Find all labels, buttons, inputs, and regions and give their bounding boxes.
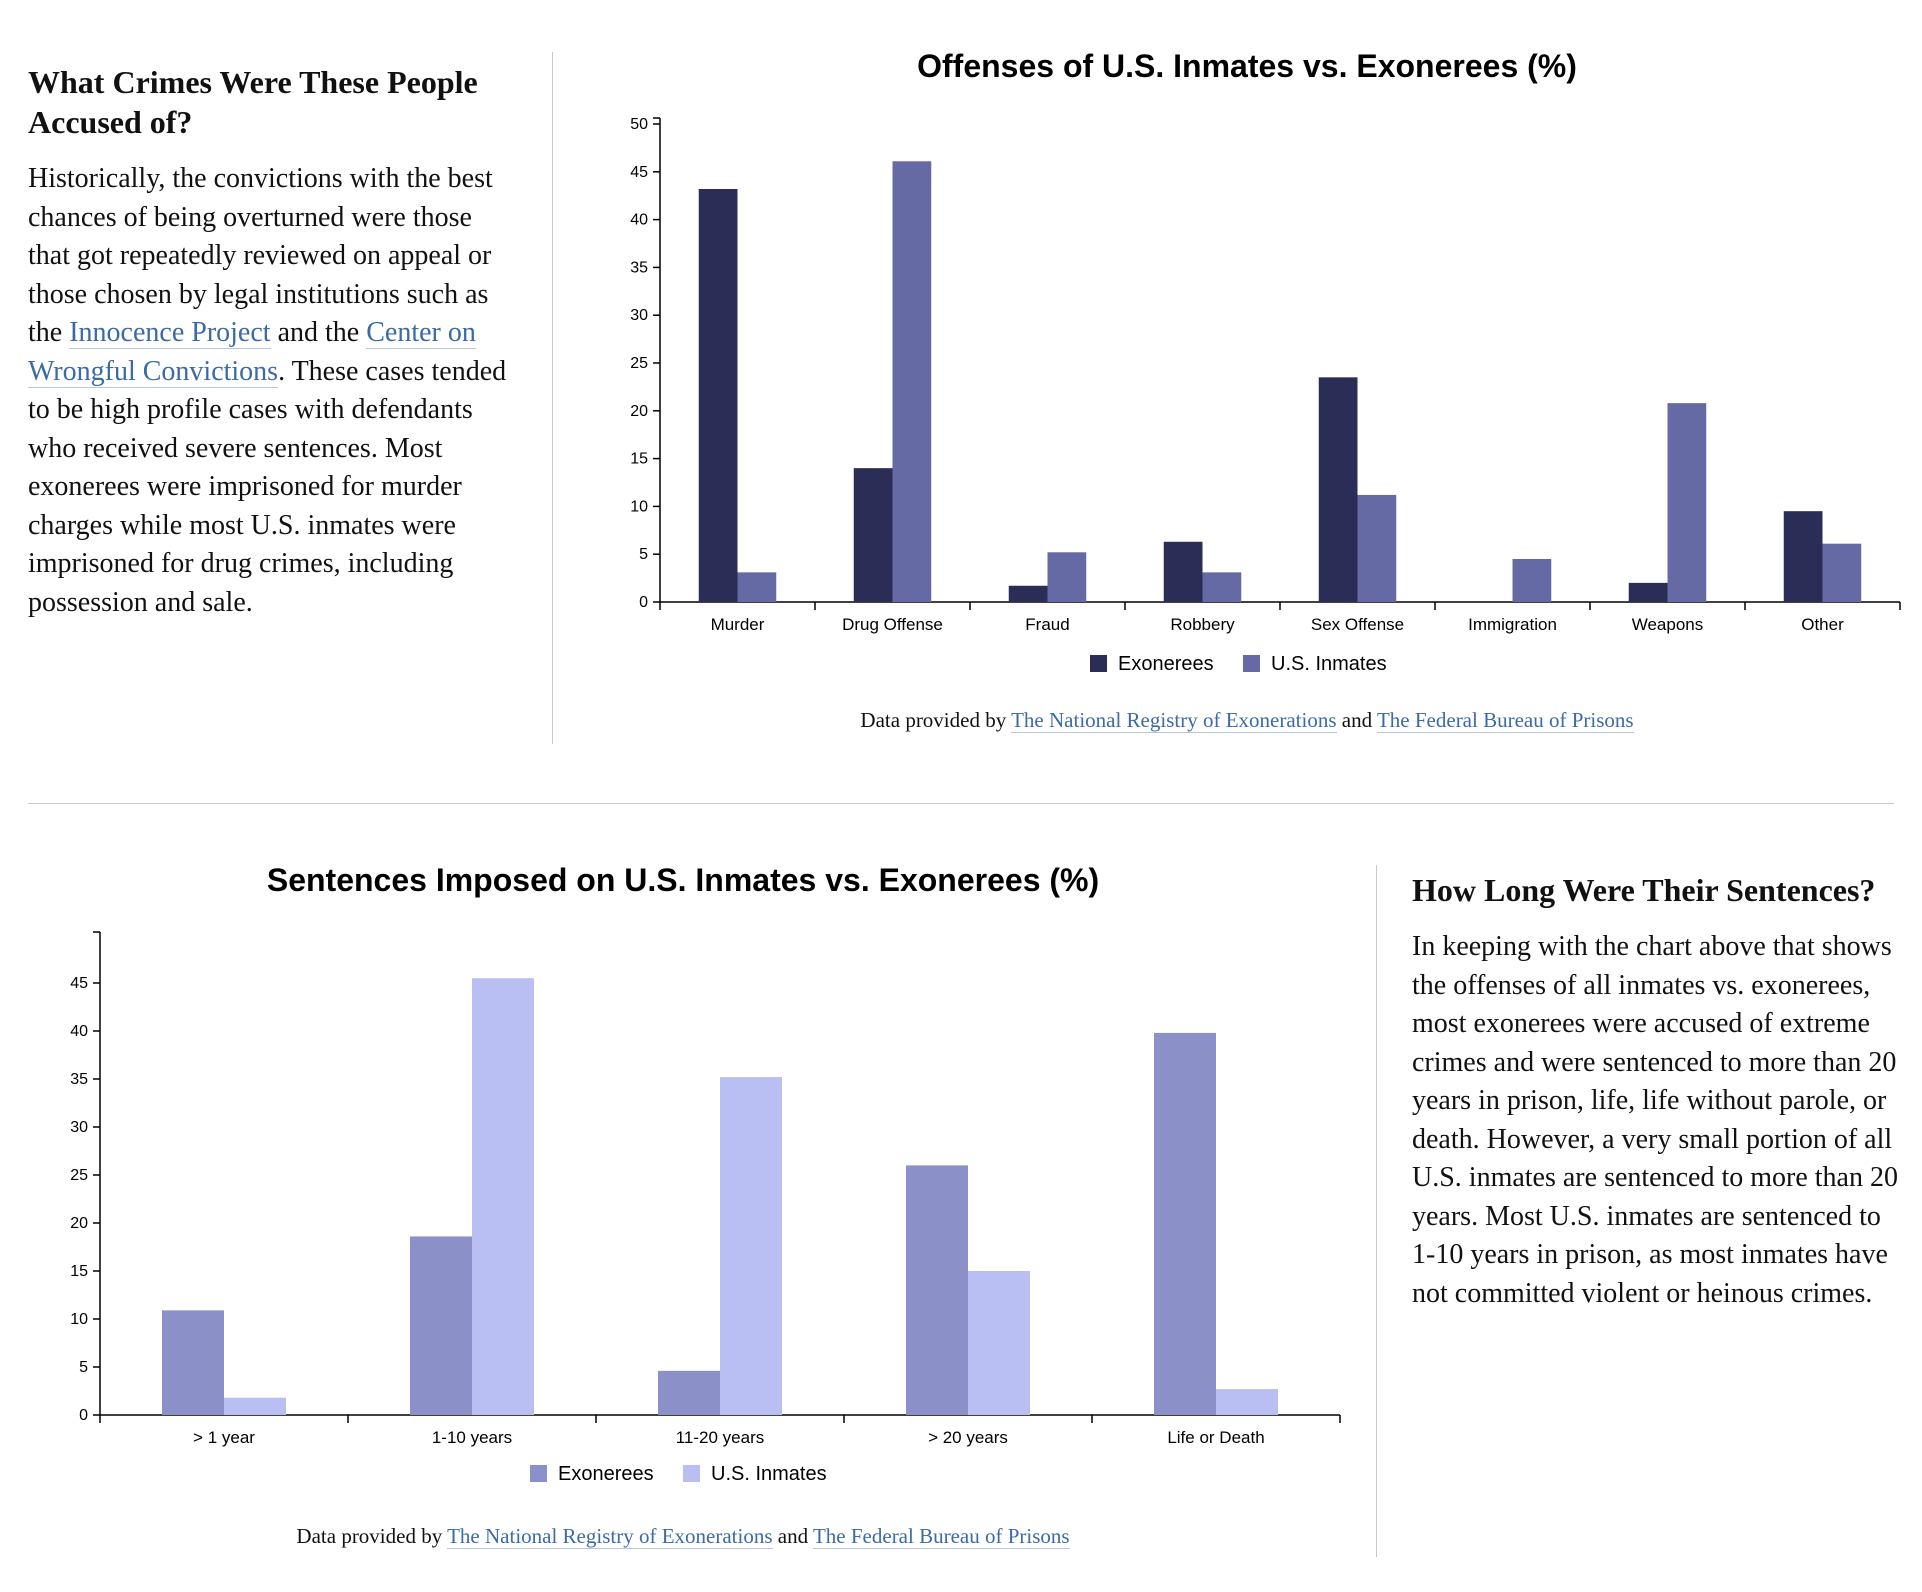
chart-title-offenses: Offenses of U.S. Inmates vs. Exonerees (… <box>917 48 1577 84</box>
section-body-offenses: Historically, the convictions with the b… <box>28 160 518 622</box>
bar-u-s-inmates-drug-offense <box>892 161 932 602</box>
y-tick-label: 15 <box>70 1263 88 1280</box>
bar-exonerees-11-20-years <box>658 1370 720 1415</box>
bar-exonerees-robbery <box>1163 541 1203 602</box>
y-tick-label: 35 <box>70 1071 88 1088</box>
y-tick-label: 5 <box>639 546 648 563</box>
bar-exonerees-weapons <box>1628 582 1668 602</box>
bar-exonerees--20-years <box>906 1165 968 1415</box>
source-prefix: Data provided by <box>296 1524 448 1548</box>
section-body-sentences: In keeping with the chart above that sho… <box>1412 931 1898 1309</box>
y-tick-label: 45 <box>630 164 648 181</box>
innocence-project-link[interactable]: Innocence Project <box>69 317 271 349</box>
y-tick-label: 50 <box>630 116 648 133</box>
y-tick-label: 20 <box>70 1215 88 1232</box>
x-tick-label: Fraud <box>1025 615 1069 634</box>
legend-label: Exonerees <box>558 1463 654 1485</box>
body-text-part: . These cases tended to be high profile … <box>28 355 507 618</box>
bar-exonerees-1-10-years <box>410 1236 472 1415</box>
data-source-offenses: Data provided by The National Registry o… <box>612 708 1882 733</box>
bar-u-s-inmates-1-10-years <box>472 978 534 1415</box>
bar-u-s-inmates-robbery <box>1202 572 1242 602</box>
source-prefix: Data provided by <box>860 708 1012 732</box>
x-tick-label: 11-20 years <box>676 1428 765 1447</box>
legend-swatch <box>1090 655 1107 672</box>
sentences-bar-chart: 0 5 10 15 20 25 30 35 40 45 > 1 year 1-10 years 11-2… <box>70 931 1341 1485</box>
y-tick-label: 0 <box>639 594 648 611</box>
y-tick-label: 15 <box>630 451 648 468</box>
y-tick-label: 10 <box>630 498 648 515</box>
horizontal-divider <box>28 803 1894 804</box>
legend-label: U.S. Inmates <box>711 1463 827 1485</box>
x-tick-label: Life or Death <box>1167 1428 1264 1447</box>
legend-swatch <box>530 1465 547 1482</box>
bar-u-s-inmates-immigration <box>1512 558 1552 602</box>
x-tick-label: 1-10 years <box>432 1428 512 1447</box>
y-tick-label: 25 <box>70 1167 88 1184</box>
x-tick-label: Weapons <box>1632 615 1704 634</box>
source-mid: and <box>772 1524 813 1548</box>
y-tick-label: 5 <box>79 1359 88 1376</box>
bar-u-s-inmates-weapons <box>1667 403 1707 602</box>
x-tick-label: > 20 years <box>928 1428 1008 1447</box>
legend-label: U.S. Inmates <box>1271 653 1387 675</box>
bar-exonerees-sex-offense <box>1318 377 1358 602</box>
federal-bureau-link[interactable]: The Federal Bureau of Prisons <box>812 1524 1070 1549</box>
y-tick-label: 20 <box>630 403 648 420</box>
chart-title-sentences: Sentences Imposed on U.S. Inmates vs. Ex… <box>266 862 1100 898</box>
vertical-divider-bottom <box>1376 865 1377 1557</box>
y-tick-label: 40 <box>630 212 648 229</box>
bar-exonerees-drug-offense <box>853 468 893 602</box>
vertical-divider-top <box>552 52 553 744</box>
source-mid: and <box>1336 708 1377 732</box>
y-tick-label: 30 <box>630 307 648 324</box>
bar-u-s-inmates-murder <box>737 572 777 602</box>
y-tick-label: 0 <box>79 1407 88 1424</box>
bar-exonerees-fraud <box>1008 585 1048 602</box>
section-heading-offenses: What Crimes Were These People Accused of… <box>28 64 478 140</box>
y-tick-label: 30 <box>70 1119 88 1136</box>
bar-u-s-inmates-11-20-years <box>720 1077 782 1415</box>
x-tick-label: Robbery <box>1170 615 1235 634</box>
y-tick-label: 45 <box>70 975 88 992</box>
center-on-wrongful-convictions-link[interactable]: Center on Wrongful Convictions <box>28 317 476 388</box>
x-tick-label: Drug Offense <box>842 615 943 634</box>
sentences-text-section: How Long Were Their Sentences? In keepin… <box>1412 870 1902 1313</box>
body-text-part: and the <box>270 317 367 348</box>
y-tick-label: 25 <box>630 355 648 372</box>
legend-swatch <box>1243 655 1260 672</box>
body-text-part: Historically, the convictions with the b… <box>28 163 493 348</box>
x-tick-label: Other <box>1801 615 1844 634</box>
x-tick-label: Sex Offense <box>1311 615 1404 634</box>
federal-bureau-link[interactable]: The Federal Bureau of Prisons <box>1376 708 1634 733</box>
bar-u-s-inmates--1-year <box>224 1397 286 1415</box>
section-heading-sentences: How Long Were Their Sentences? <box>1412 872 1876 908</box>
x-tick-label: > 1 year <box>193 1428 255 1447</box>
offenses-bar-chart: 0 5 10 15 20 25 30 35 40 45 50 Murder Drug Offense Fr… <box>630 116 1901 675</box>
data-source-sentences: Data provided by The National Registry o… <box>28 1524 1338 1549</box>
national-registry-link[interactable]: The National Registry of Exonerations <box>447 1524 773 1549</box>
bar-u-s-inmates-other <box>1822 543 1862 602</box>
legend-swatch <box>683 1465 700 1482</box>
bar-u-s-inmates-fraud <box>1047 552 1087 602</box>
offenses-text-section: What Crimes Were These People Accused of… <box>28 62 518 622</box>
x-tick-label: Murder <box>711 615 765 634</box>
bar-exonerees-murder <box>698 189 738 602</box>
legend-label: Exonerees <box>1118 653 1214 675</box>
bar-exonerees--1-year <box>162 1310 224 1415</box>
bar-u-s-inmates-sex-offense <box>1357 494 1397 602</box>
y-tick-label: 40 <box>70 1023 88 1040</box>
national-registry-link[interactable]: The National Registry of Exonerations <box>1011 708 1337 733</box>
bar-exonerees-other <box>1783 511 1823 602</box>
bar-exonerees-life-or-death <box>1154 1032 1216 1415</box>
y-tick-label: 10 <box>70 1311 88 1328</box>
bar-u-s-inmates--20-years <box>968 1271 1030 1415</box>
bar-u-s-inmates-life-or-death <box>1216 1389 1278 1415</box>
y-tick-label: 35 <box>630 259 648 276</box>
x-tick-label: Immigration <box>1468 615 1557 634</box>
